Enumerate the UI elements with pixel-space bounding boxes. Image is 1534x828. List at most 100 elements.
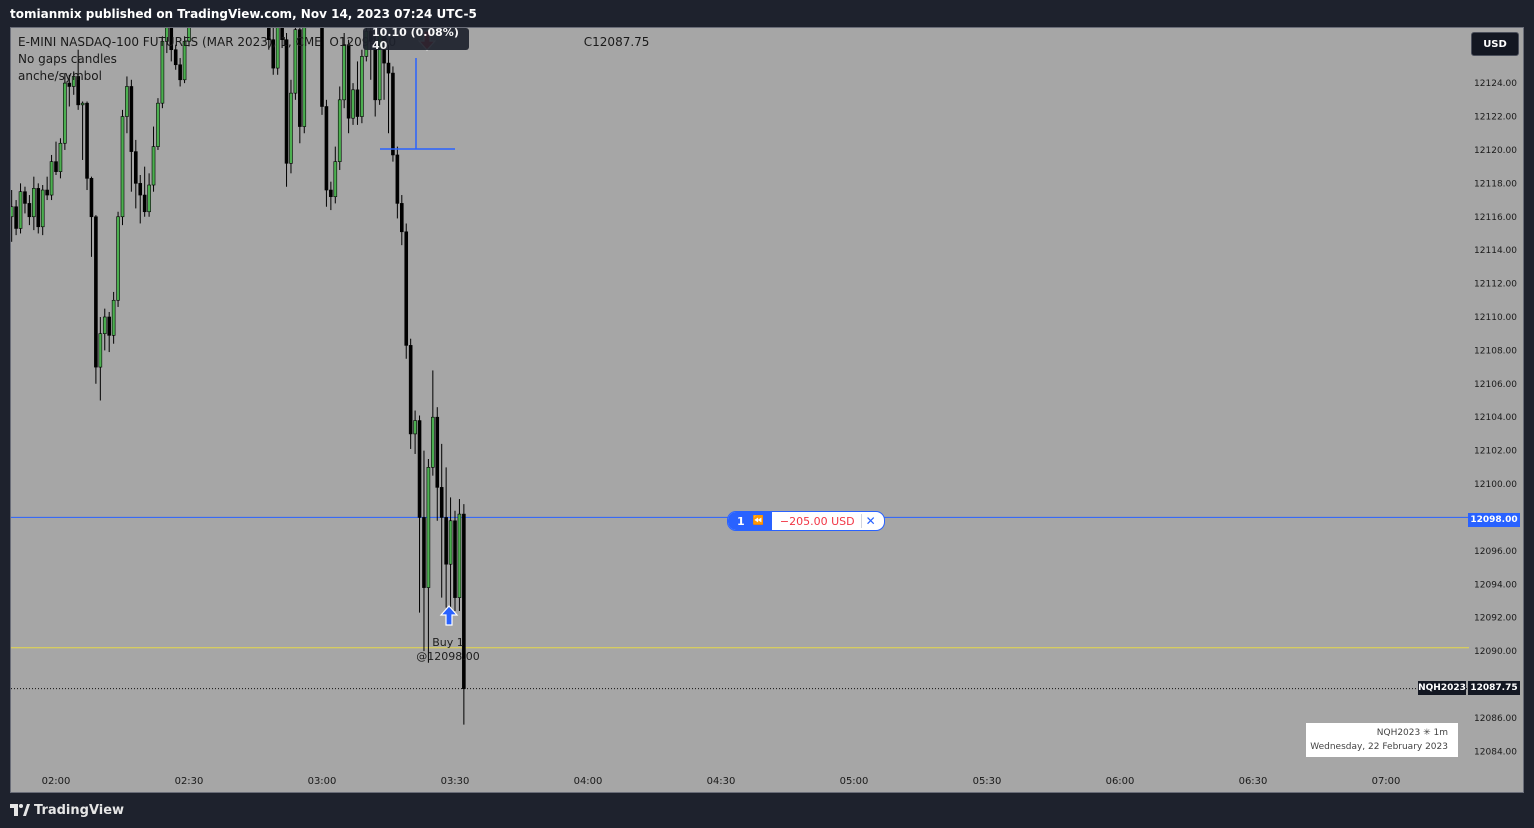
buy-label-line1: Buy 1: [432, 636, 464, 649]
position-widget[interactable]: 1 ⏪ −205.00 USD ✕: [727, 511, 885, 531]
candle-body: [431, 416, 435, 468]
price-tick-label: 12096.00: [1474, 547, 1517, 557]
time-tick-label: 02:30: [175, 776, 204, 787]
legend-close: C12087.75: [583, 35, 650, 49]
candle-body: [324, 106, 329, 191]
last-symbol-tag: NQH2023: [1418, 681, 1466, 695]
candle-body: [426, 467, 431, 588]
time-axis[interactable]: 02:00 02:30 03:00 03:30 04:00 04:30 05:00 05:30…: [42, 776, 1401, 787]
candle-body: [404, 231, 409, 346]
price-tick-label: 12084.00: [1474, 747, 1517, 757]
reverse-icon[interactable]: ⏪: [750, 512, 772, 530]
candle-body: [156, 102, 160, 147]
candle-body: [173, 49, 178, 66]
candle-body: [302, 28, 307, 127]
price-chart[interactable]: 12126.0012124.0012122.0012120.0012118.00…: [11, 28, 1525, 794]
price-tick-label: 12102.00: [1474, 447, 1517, 457]
chart-area[interactable]: 12126.0012124.0012122.0012120.0012118.00…: [10, 27, 1524, 793]
time-tick-label: 03:30: [441, 776, 470, 787]
legend-symbol-name[interactable]: E-MINI NASDAQ-100 FUTURES (MAR 2023), 1,…: [18, 35, 322, 49]
candle-body: [120, 116, 125, 218]
candle-body: [360, 56, 364, 117]
candle-body: [134, 151, 138, 184]
legend-indicator-1[interactable]: No gaps candles: [18, 52, 117, 66]
legend-symbol-row: E-MINI NASDAQ-100 FUTURES (MAR 2023), 1,…: [18, 34, 649, 51]
footer-brand-text: TradingView: [34, 802, 125, 818]
candle-body: [337, 99, 342, 162]
candle-body: [355, 89, 360, 117]
time-tick-label: 05:00: [840, 776, 869, 787]
candle-body: [266, 28, 271, 40]
price-tick-label: 12094.00: [1474, 580, 1517, 590]
candle-body: [399, 203, 404, 233]
time-tick-label: 03:00: [308, 776, 337, 787]
candle-body: [457, 513, 462, 598]
candle-body: [165, 28, 169, 42]
footer-brand[interactable]: TradingView: [10, 800, 124, 820]
symbol-watermark: NQH2023 ✳ 1m Wednesday, 22 February 2023: [1306, 723, 1458, 757]
currency-button[interactable]: USD: [1471, 32, 1519, 56]
candle-body: [11, 206, 14, 218]
candle-body: [187, 28, 191, 42]
candle-body: [67, 82, 72, 87]
legend-indicator-2[interactable]: anche/symbol: [18, 69, 102, 83]
candle-body: [142, 194, 147, 213]
price-tick-label: 12112.00: [1474, 280, 1517, 290]
candle-body: [107, 316, 111, 336]
candle-body: [23, 191, 27, 204]
candle-body: [76, 76, 80, 106]
candle-body: [422, 517, 426, 588]
candle-body: [342, 44, 346, 101]
tradingview-logo-icon: [10, 804, 30, 816]
candle-body: [125, 86, 129, 117]
price-tick-label: 12100.00: [1474, 480, 1517, 490]
time-tick-label: 07:00: [1372, 776, 1401, 787]
last-price-tag: 12087.75: [1468, 681, 1520, 695]
price-tick-label: 12116.00: [1474, 213, 1517, 223]
time-tick-label: 02:00: [42, 776, 71, 787]
candle-body: [71, 76, 76, 87]
candle-body: [98, 333, 103, 368]
candle-body: [351, 89, 355, 119]
candle-body: [54, 161, 58, 172]
buy-label-line2: @12098.00: [416, 650, 480, 663]
horizontal-lines: [11, 516, 1469, 690]
candle-body: [63, 82, 67, 144]
candle-body: [80, 102, 85, 106]
candle-body: [151, 146, 156, 186]
candle-body: [280, 28, 284, 40]
price-tick-label: 12106.00: [1474, 380, 1517, 390]
candle-body: [138, 183, 143, 196]
position-price-tag: 12098.00: [1468, 513, 1520, 527]
candle-body: [293, 29, 298, 94]
close-position-icon[interactable]: ✕: [860, 514, 884, 528]
publisher-header: tomianmix published on TradingView.com, …: [0, 0, 1534, 28]
candle-body: [147, 184, 151, 213]
price-axis[interactable]: 12126.0012124.0012122.0012120.0012118.00…: [1474, 46, 1517, 758]
candle-body: [462, 513, 466, 689]
candle-body: [346, 44, 351, 119]
candle-body: [116, 216, 120, 301]
candle-body: [444, 517, 448, 565]
candle-body: [413, 420, 417, 435]
candle-body: [320, 28, 324, 107]
time-tick-label: 06:00: [1106, 776, 1135, 787]
candle-body: [386, 62, 391, 74]
candle-body: [289, 92, 293, 164]
candle-body: [129, 86, 134, 152]
candle-body: [333, 161, 338, 198]
candle-body: [284, 39, 289, 164]
candle-body: [58, 142, 63, 172]
candle-body: [102, 316, 107, 334]
buy-arrow-icon[interactable]: [439, 605, 459, 626]
candle-body: [89, 178, 94, 218]
price-tick-label: 12108.00: [1474, 346, 1517, 356]
position-quantity[interactable]: 1: [728, 512, 751, 530]
price-tick-label: 12092.00: [1474, 614, 1517, 624]
candle-body: [329, 189, 333, 198]
candle-body: [408, 345, 413, 435]
price-tick-label: 12110.00: [1474, 313, 1517, 323]
price-tick-label: 12124.00: [1474, 79, 1517, 89]
publisher-line: tomianmix published on TradingView.com, …: [10, 7, 477, 21]
candle-body: [271, 39, 276, 69]
